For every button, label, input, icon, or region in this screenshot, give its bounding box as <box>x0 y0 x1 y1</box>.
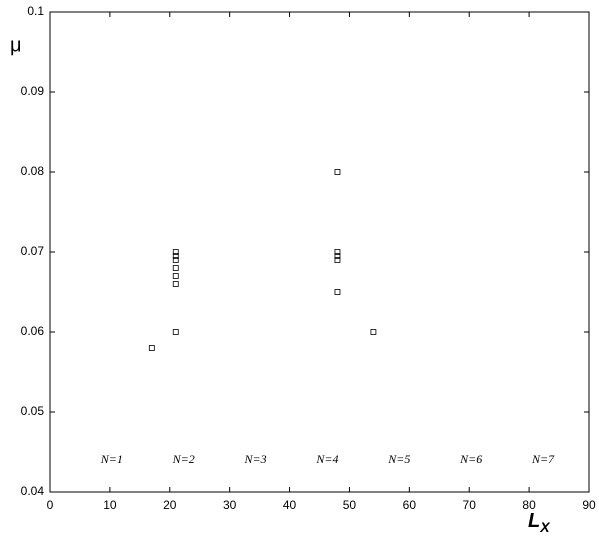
y-tick-label: 0.07 <box>21 244 45 258</box>
curve-label: N=3 <box>244 452 267 466</box>
y-axis-label: μ <box>10 34 22 56</box>
y-tick-label: 0.05 <box>21 404 45 418</box>
curve-label: N=1 <box>100 452 123 466</box>
curve-label: N=2 <box>172 452 195 466</box>
curves <box>197 12 589 440</box>
data-point <box>172 265 179 271</box>
data-point <box>334 169 341 175</box>
x-tick-label: 0 <box>47 498 54 512</box>
x-axis-label-main: L <box>528 510 540 532</box>
data-point <box>172 273 179 279</box>
curve-label: N=7 <box>531 452 555 466</box>
data-point <box>334 257 341 263</box>
data-point <box>172 329 179 335</box>
curve-label: N=6 <box>459 452 482 466</box>
y-tick-label: 0.06 <box>21 324 45 338</box>
curve-label: N=5 <box>387 452 410 466</box>
x-tick-label: 40 <box>283 498 297 512</box>
data-point <box>334 249 341 255</box>
data-point <box>334 289 341 295</box>
x-tick-label: 10 <box>103 498 117 512</box>
data-point <box>370 329 377 335</box>
x-tick-label: 30 <box>223 498 237 512</box>
data-point <box>148 345 155 351</box>
plot-frame <box>49 11 590 493</box>
y-tick-label: 0.09 <box>21 84 45 98</box>
x-tick-label: 60 <box>403 498 417 512</box>
data-point <box>172 281 179 287</box>
y-tick-label: 0.08 <box>21 164 45 178</box>
x-tick-label: 50 <box>343 498 357 512</box>
curve-label: N=4 <box>315 452 338 466</box>
x-tick-label: 20 <box>163 498 177 512</box>
x-tick-label: 70 <box>463 498 477 512</box>
x-tick-label: 90 <box>582 498 596 512</box>
y-tick-label: 0.04 <box>21 484 45 498</box>
x-axis-label-sub: X <box>539 519 551 535</box>
x-tick-label: 80 <box>522 498 536 512</box>
y-tick-label: 0.1 <box>27 4 44 18</box>
data-point <box>172 257 179 263</box>
data-point <box>172 253 179 259</box>
data-point <box>172 249 179 255</box>
data-point <box>334 253 341 259</box>
x-axis-label: LX <box>528 510 551 534</box>
